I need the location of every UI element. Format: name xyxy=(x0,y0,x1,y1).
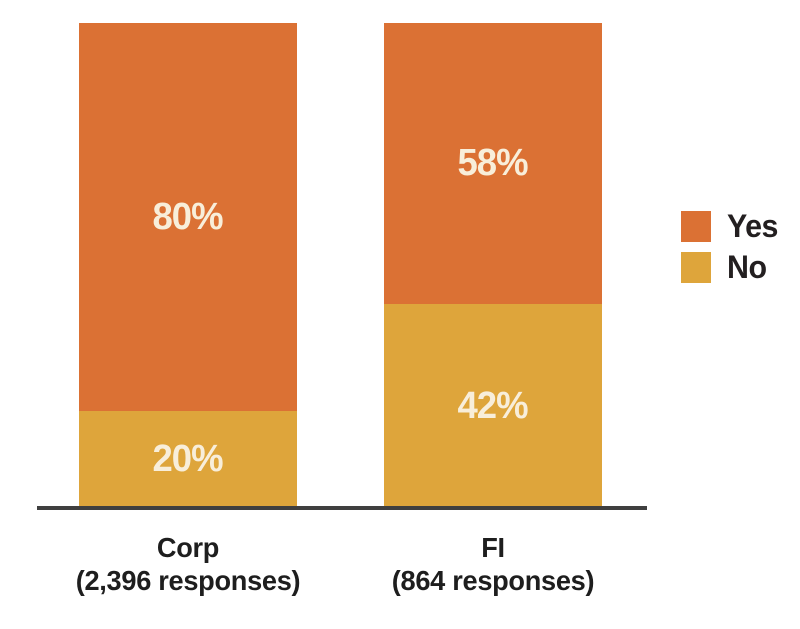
legend-swatch-no xyxy=(681,252,711,283)
bar-fi-segment-no: 42% xyxy=(384,304,602,508)
value-label-corp-yes: 80% xyxy=(152,195,224,238)
category-name-fi: FI xyxy=(481,532,505,563)
bar-corp-segment-no: 20% xyxy=(79,411,297,508)
category-responses-corp: (2,396 responses) xyxy=(75,565,301,596)
x-axis-line xyxy=(37,506,647,510)
value-label-fi-yes: 58% xyxy=(457,142,529,185)
legend-item-no: No xyxy=(681,249,781,285)
value-label-fi-no: 42% xyxy=(457,384,529,427)
legend-label-no: No xyxy=(727,249,767,285)
legend-label-yes: Yes xyxy=(727,208,778,244)
category-label-corp: Corp (2,396 responses) xyxy=(33,531,343,597)
bar-corp: 80% 20% xyxy=(79,23,297,508)
bar-corp-segment-yes: 80% xyxy=(79,23,297,411)
bar-fi: 58% 42% xyxy=(384,23,602,508)
bar-fi-segment-yes: 58% xyxy=(384,23,602,305)
category-responses-fi: (864 responses) xyxy=(391,565,595,596)
legend-item-yes: Yes xyxy=(681,208,781,244)
legend-swatch-yes xyxy=(681,211,711,242)
value-label-corp-no: 20% xyxy=(152,438,224,480)
legend: Yes No xyxy=(681,208,781,285)
category-label-fi: FI (864 responses) xyxy=(338,531,648,597)
category-name-corp: Corp xyxy=(156,532,220,563)
